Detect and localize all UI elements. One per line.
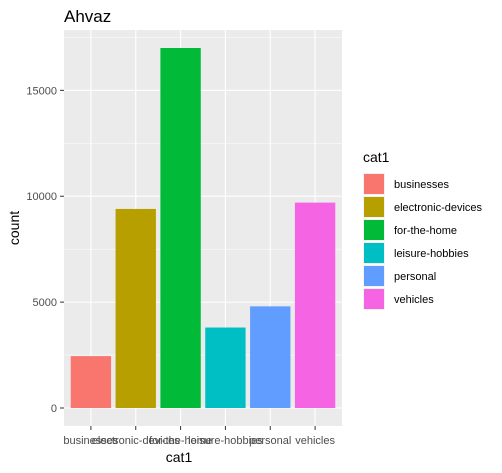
x-tick-label: electronic-devices — [92, 435, 181, 447]
bar-for-the-home — [160, 48, 201, 408]
legend-label: leisure-hobbies — [394, 248, 469, 260]
x-axis: businesseselectronic-devicesfor-the-home… — [63, 426, 335, 447]
bar-electronic-devices — [115, 208, 156, 408]
chart-title: Ahvaz — [64, 7, 111, 26]
legend-swatch — [364, 266, 384, 286]
bars — [70, 48, 336, 408]
legend-label: for-the-home — [394, 225, 457, 237]
x-tick-label: personal — [249, 435, 291, 447]
legend-swatch — [364, 220, 384, 240]
y-axis: 0 5000 10000 15000 — [26, 85, 64, 415]
x-tick-label: leisure-hobbies — [188, 435, 263, 447]
legend: cat1 businesses electronic-devices for-the… — [363, 149, 483, 310]
x-tick-label: vehicles — [295, 435, 335, 447]
legend-label: personal — [394, 271, 436, 283]
bar-personal — [250, 306, 291, 408]
legend-swatch — [364, 289, 384, 309]
legend-title: cat1 — [363, 149, 390, 165]
bar-businesses — [70, 356, 112, 408]
legend-label: vehicles — [394, 294, 434, 306]
bar-vehicles — [294, 202, 336, 408]
x-tick-label: for-the-home — [149, 435, 212, 447]
y-tick-label: 5000 — [33, 297, 57, 309]
x-axis-title: cat1 — [166, 449, 193, 465]
y-tick-label: 10000 — [26, 191, 57, 203]
legend-swatch — [364, 243, 384, 263]
bar-leisure-hobbies — [205, 327, 246, 408]
legend-label: businesses — [394, 179, 450, 191]
legend-swatch — [364, 174, 384, 194]
legend-label: electronic-devices — [394, 202, 483, 214]
legend-swatch — [364, 197, 384, 217]
y-axis-title: count — [6, 211, 22, 245]
x-tick-label: businesses — [63, 435, 119, 447]
y-tick-label: 15000 — [26, 85, 57, 97]
y-tick-label: 0 — [51, 403, 57, 415]
